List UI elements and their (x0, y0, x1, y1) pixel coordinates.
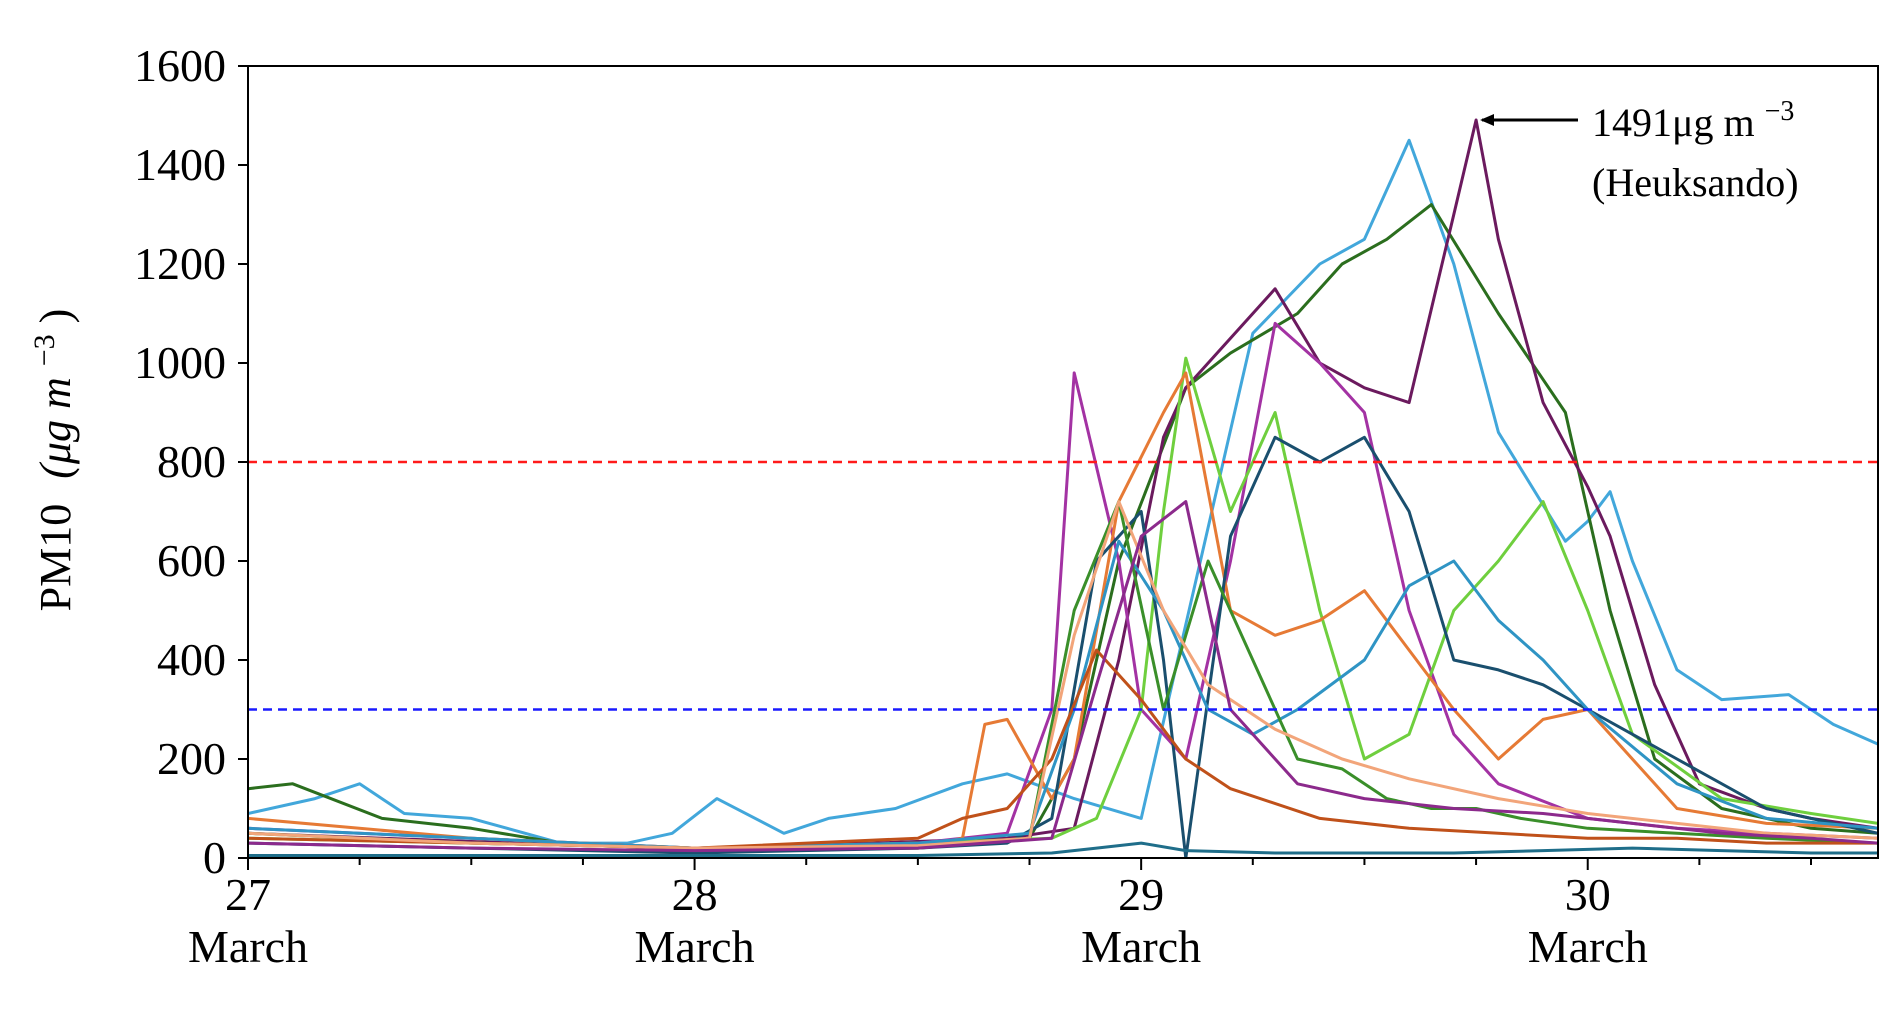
series-line-10 (248, 648, 1878, 850)
annotation-value-exp: −3 (1765, 96, 1795, 127)
x-tick-label-month: March (635, 921, 755, 972)
y-axis-label-main: PM10 (31, 504, 80, 612)
annotation-station: (Heuksando) (1592, 160, 1799, 205)
x-tick-label-month: March (188, 921, 308, 972)
y-tick-label: 1400 (134, 139, 226, 190)
y-tick-label: 1000 (134, 337, 226, 388)
series-line-5 (248, 356, 1878, 850)
x-tick-label-day: 30 (1565, 869, 1611, 920)
y-axis-label-unit: (μg m (31, 377, 80, 479)
y-tick-label: 1200 (134, 238, 226, 289)
y-tick-label: 600 (157, 535, 226, 586)
series-layer (248, 118, 1878, 858)
annotation-value-text: 1491μg m (1592, 100, 1755, 145)
series-line-11 (248, 500, 1878, 850)
y-tick-label: 800 (157, 436, 226, 487)
y-axis-label-exp: −3 (28, 334, 61, 366)
series-line-12 (248, 841, 1878, 857)
annotation-value: 1491μg m −3 (1592, 96, 1794, 145)
y-axis-label-close: ) (31, 309, 80, 324)
y-tick-label: 1600 (134, 40, 226, 91)
y-tick-label: 400 (157, 634, 226, 685)
x-tick-label-month: March (1081, 921, 1201, 972)
x-tick-label-day: 28 (672, 869, 718, 920)
y-axis-ticks: 0 200 400 600 800 1000 1200 1400 1600 (134, 40, 248, 883)
x-tick-label-day: 27 (225, 869, 271, 920)
series-line-8 (248, 539, 1878, 850)
y-tick-label: 200 (157, 733, 226, 784)
threshold-layer (248, 460, 1878, 711)
y-tick-label: 0 (203, 832, 226, 883)
y-axis-label: PM10 (μg m −3 ) (15, 309, 80, 612)
x-tick-label-month: March (1528, 921, 1648, 972)
x-tick-label-day: 29 (1118, 869, 1164, 920)
series-line-4 (248, 321, 1878, 850)
